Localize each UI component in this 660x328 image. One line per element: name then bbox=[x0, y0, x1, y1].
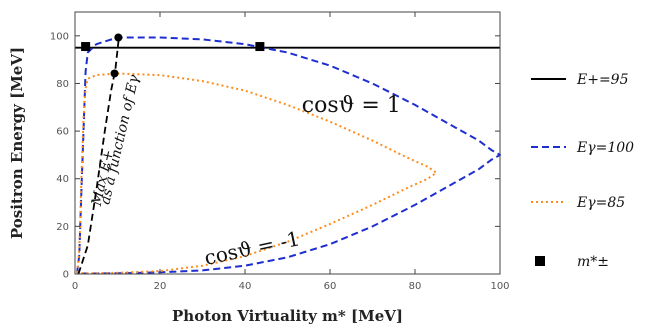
y-tick-label: 60 bbox=[56, 127, 69, 138]
circle-point-marker bbox=[110, 69, 119, 78]
y-tick-label: 100 bbox=[50, 31, 69, 42]
square-point-marker bbox=[81, 42, 91, 52]
y-tick-label: 0 bbox=[63, 270, 69, 281]
legend-swatch bbox=[535, 256, 545, 266]
legend-label: m*± bbox=[577, 254, 609, 270]
y-axis-title: Positron Energy [MeV] bbox=[8, 47, 26, 239]
marker-layer bbox=[81, 33, 265, 78]
x-tick-label: 0 bbox=[72, 281, 78, 292]
x-tick-label: 100 bbox=[490, 281, 509, 292]
y-tick-label: 40 bbox=[56, 174, 69, 185]
square-point-marker bbox=[255, 42, 265, 52]
legend: E+=95 Eγ=100 Eγ=85 m*± bbox=[531, 72, 634, 270]
x-tick-label: 20 bbox=[154, 281, 167, 292]
legend-item-m: m*± bbox=[535, 254, 609, 270]
x-axis-title: Photon Virtuality m* [MeV] bbox=[172, 307, 403, 325]
x-tick-label: 80 bbox=[409, 281, 422, 292]
legend-label: Eγ=85 bbox=[576, 195, 625, 211]
series-line-e-100 bbox=[76, 36, 501, 275]
x-tick-label: 40 bbox=[239, 281, 252, 292]
tick-layer: 0 20 40 60 80 100 0 20 40 60 80 100 bbox=[50, 12, 510, 292]
series-layer bbox=[75, 36, 501, 275]
annotation-cos-1: cosϑ = 1 bbox=[302, 93, 401, 118]
legend-item-e-100: Eγ=100 bbox=[531, 140, 634, 156]
y-tick-label: 80 bbox=[56, 79, 69, 90]
plot-frame bbox=[74, 11, 501, 275]
legend-item-e-85: Eγ=85 bbox=[531, 195, 625, 211]
circle-point-marker bbox=[114, 33, 123, 42]
legend-item-e-95: E+=95 bbox=[531, 72, 629, 88]
series-line-max-e-as-a-function-of-e bbox=[77, 38, 120, 275]
legend-label: E+=95 bbox=[576, 72, 629, 88]
x-tick-label: 60 bbox=[324, 281, 337, 292]
legend-label: Eγ=100 bbox=[576, 140, 634, 156]
series-line-e-85 bbox=[76, 72, 438, 275]
y-tick-label: 20 bbox=[56, 222, 69, 233]
